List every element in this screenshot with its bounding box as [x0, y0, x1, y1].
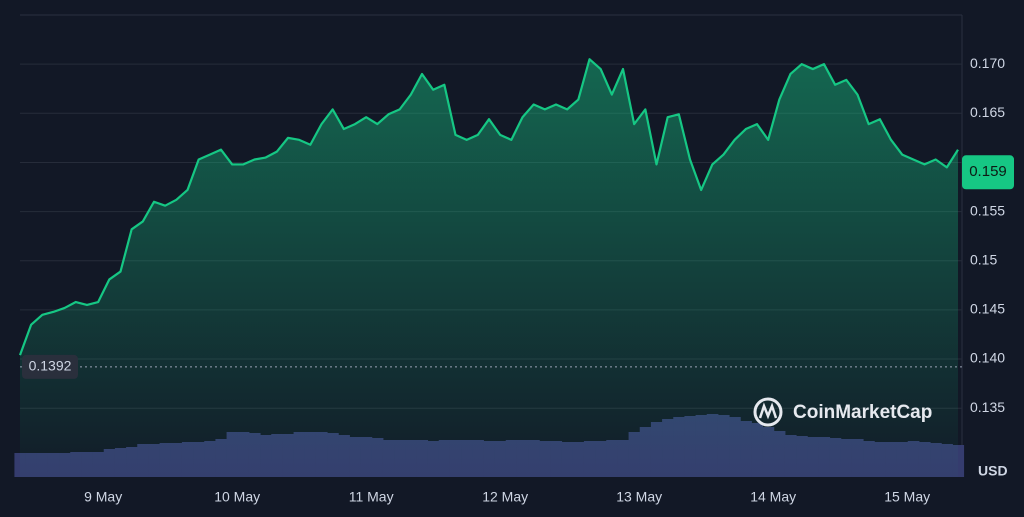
reference-label: 0.1392	[29, 358, 72, 374]
currency: USD	[978, 463, 1008, 479]
y-tick-label: 0.170	[970, 55, 1005, 71]
y-tick-label: 0.145	[970, 301, 1005, 317]
y-tick-label: 0.155	[970, 202, 1005, 218]
x-tick-label: 14 May	[750, 489, 796, 505]
y-tick-label: 0.15	[970, 251, 997, 267]
price-line	[18, 58, 959, 356]
y-tick-label: 0.135	[970, 399, 1005, 415]
watermark: CoinMarketCap	[793, 402, 932, 423]
price-area	[20, 59, 958, 478]
x-tick-label: 13 May	[616, 489, 662, 505]
reference-tag	[22, 354, 78, 379]
y-tick-label: 0.165	[970, 104, 1005, 120]
current-price-label: 0.159	[969, 163, 1007, 180]
x-tick-label: 12 May	[482, 489, 528, 505]
y-tick-label: 0.140	[970, 350, 1005, 366]
current-price-tag	[962, 155, 1014, 190]
volume-bar	[952, 445, 965, 477]
x-tick-label: 9 May	[84, 489, 122, 505]
x-tick-label: 15 May	[884, 489, 930, 505]
logo	[753, 397, 783, 427]
x-tick-label: 11 May	[349, 489, 394, 505]
x-tick-label: 10 May	[214, 489, 260, 505]
